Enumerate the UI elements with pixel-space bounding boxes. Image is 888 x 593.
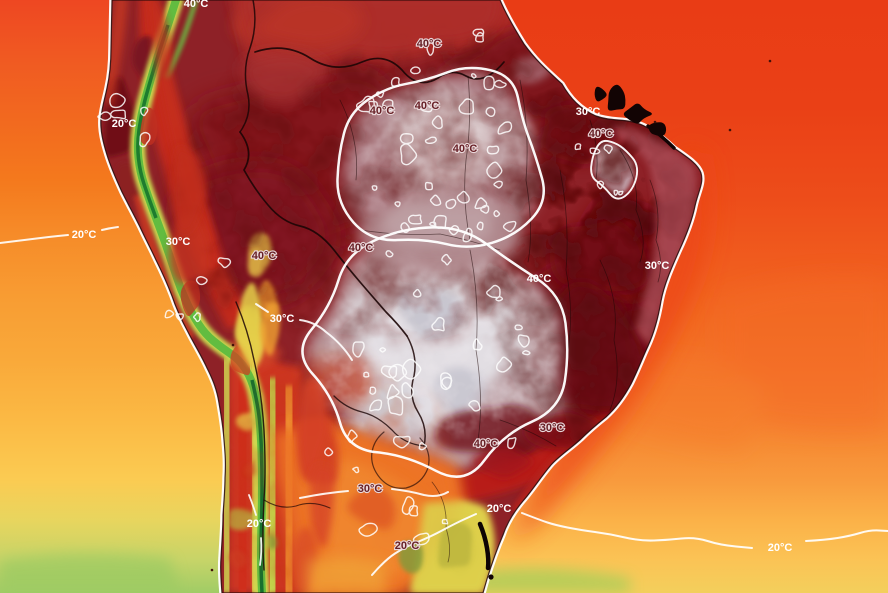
svg-text:40°C: 40°C bbox=[589, 128, 614, 140]
svg-text:30°C: 30°C bbox=[576, 106, 601, 118]
svg-text:20°C: 20°C bbox=[395, 540, 420, 552]
svg-text:40°C: 40°C bbox=[349, 242, 374, 254]
svg-text:20°C: 20°C bbox=[487, 503, 512, 515]
svg-text:30°C: 30°C bbox=[358, 483, 383, 495]
svg-text:20°C: 20°C bbox=[768, 542, 793, 554]
svg-text:30°C: 30°C bbox=[540, 422, 565, 434]
svg-text:40°C: 40°C bbox=[184, 0, 209, 10]
svg-text:40°C: 40°C bbox=[527, 273, 552, 285]
svg-text:20°C: 20°C bbox=[72, 229, 97, 241]
svg-text:30°C: 30°C bbox=[645, 260, 670, 272]
svg-text:40°C: 40°C bbox=[417, 38, 442, 50]
svg-text:40°C: 40°C bbox=[370, 105, 395, 117]
svg-text:40°C: 40°C bbox=[453, 143, 478, 155]
svg-text:40°C: 40°C bbox=[415, 100, 440, 112]
svg-text:20°C: 20°C bbox=[112, 118, 137, 130]
svg-text:40°C: 40°C bbox=[474, 438, 499, 450]
svg-text:30°C: 30°C bbox=[270, 313, 295, 325]
svg-text:30°C: 30°C bbox=[166, 236, 191, 248]
svg-text:40°C: 40°C bbox=[252, 250, 277, 262]
svg-text:20°C: 20°C bbox=[247, 518, 272, 530]
